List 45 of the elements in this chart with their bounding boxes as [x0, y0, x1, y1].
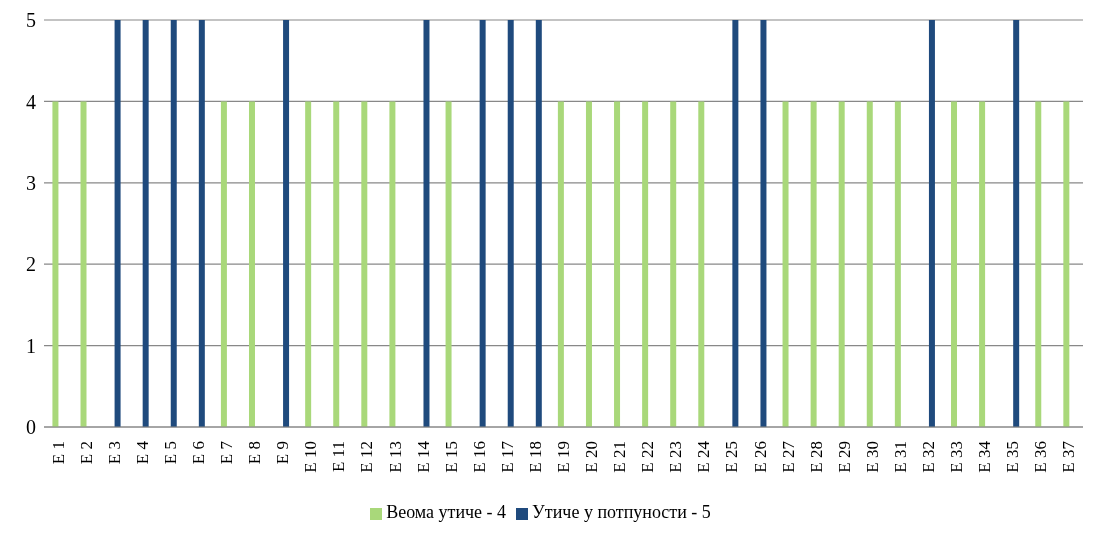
- x-tick-label: E 13: [385, 441, 405, 473]
- x-tick-label: E 11: [329, 441, 349, 473]
- y-tick-label: 5: [26, 9, 36, 32]
- x-tick-label: E 3: [104, 441, 124, 465]
- x-tick-label: E 24: [694, 440, 714, 473]
- x-tick-label: E 26: [750, 441, 770, 473]
- x-tick-label: E 5: [160, 441, 180, 465]
- x-tick-label: E 29: [834, 441, 854, 473]
- x-tick-label: E 22: [638, 441, 658, 473]
- x-tick-label: E 33: [947, 441, 967, 473]
- x-tick-label: E 7: [217, 440, 237, 465]
- x-tick-label: E 28: [806, 441, 826, 473]
- x-tick-label: E 16: [469, 441, 489, 473]
- x-tick-label: E 31: [890, 441, 910, 473]
- x-tick-label: E 27: [778, 440, 798, 473]
- x-tick-label: E 4: [132, 440, 152, 465]
- x-tick-label: E 10: [301, 441, 321, 473]
- x-tick-label: E 34: [975, 440, 995, 473]
- y-tick-label: 1: [26, 334, 36, 357]
- y-tick-label: 2: [26, 253, 36, 276]
- legend-label: Утиче у потпуности - 5: [532, 502, 711, 522]
- x-tick-label: E 35: [1003, 441, 1023, 473]
- x-tick-label: E 19: [554, 441, 573, 473]
- x-tick-label: E 25: [722, 441, 742, 473]
- y-tick-label: 0: [26, 416, 36, 439]
- x-tick-label: E 36: [1031, 441, 1051, 473]
- x-tick-label: E 14: [413, 440, 433, 473]
- x-tick-label: E 20: [582, 441, 602, 473]
- y-tick-label: 3: [26, 171, 36, 194]
- x-tick-label: E 18: [525, 441, 545, 473]
- y-tick-label: 4: [26, 90, 36, 113]
- x-tick-label: E 1: [48, 441, 68, 465]
- x-tick-label: E 21: [610, 441, 630, 473]
- x-tick-label: E 32: [919, 441, 939, 473]
- x-tick-label: E 2: [76, 441, 96, 465]
- x-tick-label: E 8: [245, 441, 265, 465]
- x-tick-label: E 15: [441, 441, 461, 473]
- x-tick-label: E 6: [188, 441, 208, 465]
- x-tick-label: E 9: [273, 441, 293, 465]
- x-tick-label: E 23: [666, 441, 686, 473]
- x-tick-label: E 17: [497, 440, 517, 473]
- legend-label: Веома утиче - 4: [386, 502, 507, 522]
- x-tick-label: E 37: [1059, 440, 1079, 473]
- x-tick-label: E 30: [862, 441, 882, 473]
- x-tick-label: E 12: [357, 441, 377, 473]
